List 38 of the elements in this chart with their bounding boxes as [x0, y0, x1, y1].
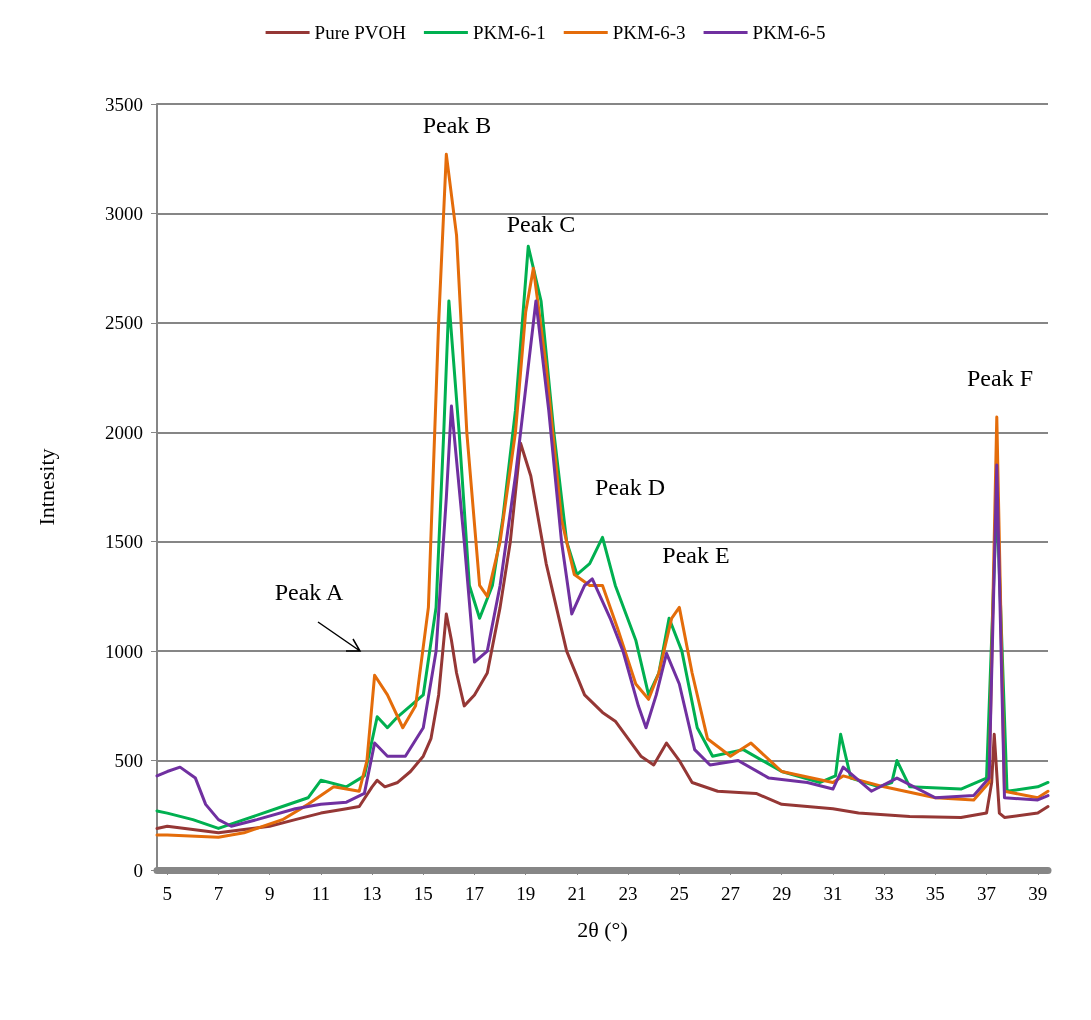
x-tick-label: 37 [977, 883, 997, 904]
x-tick-label: 29 [772, 883, 792, 904]
y-tick-label: 1000 [105, 640, 143, 662]
y-tick-label: 0 [133, 859, 143, 881]
x-tick-label: 17 [464, 883, 484, 904]
x-tick-label: 27 [721, 883, 741, 904]
annotation: Peak F [967, 365, 1033, 391]
x-tick-label: 23 [618, 883, 638, 904]
y-tick-label: 1500 [105, 531, 143, 553]
x-tick-label: 25 [669, 883, 689, 904]
x-axis-title: 2θ (°) [577, 916, 628, 942]
y-axis-title: Intnesity [33, 448, 59, 526]
x-tick-label: 9 [264, 883, 275, 904]
x-tick-label: 31 [823, 883, 843, 904]
legend-label: PKM-6-5 [752, 22, 826, 43]
x-tick-label: 21 [567, 883, 587, 904]
legend-label: PKM-6-1 [472, 22, 546, 43]
annotation: Peak E [662, 542, 730, 568]
x-tick-label: 35 [925, 883, 945, 904]
x-tick-label: 11 [311, 883, 331, 904]
y-tick-label: 2500 [105, 312, 143, 334]
x-tick-label: 5 [162, 883, 172, 904]
annotation: Peak A [274, 579, 344, 605]
annotation: Peak C [506, 211, 576, 237]
x-tick-label: 15 [413, 883, 433, 904]
x-tick-label: 33 [874, 883, 894, 904]
x-tick-label: 13 [362, 883, 382, 904]
y-tick-label: 3000 [105, 202, 143, 224]
annotation: Peak B [422, 112, 492, 138]
x-tick-label: 7 [213, 883, 224, 904]
x-tick-label: 39 [1028, 883, 1048, 904]
y-tick-label: 500 [114, 750, 143, 772]
y-tick-label: 3500 [105, 93, 143, 115]
annotation: Peak D [595, 474, 665, 500]
legend-label: Pure PVOH [314, 22, 407, 43]
x-tick-label: 19 [516, 883, 536, 904]
y-tick-label: 2000 [105, 421, 143, 443]
legend-label: PKM-6-3 [612, 22, 686, 43]
